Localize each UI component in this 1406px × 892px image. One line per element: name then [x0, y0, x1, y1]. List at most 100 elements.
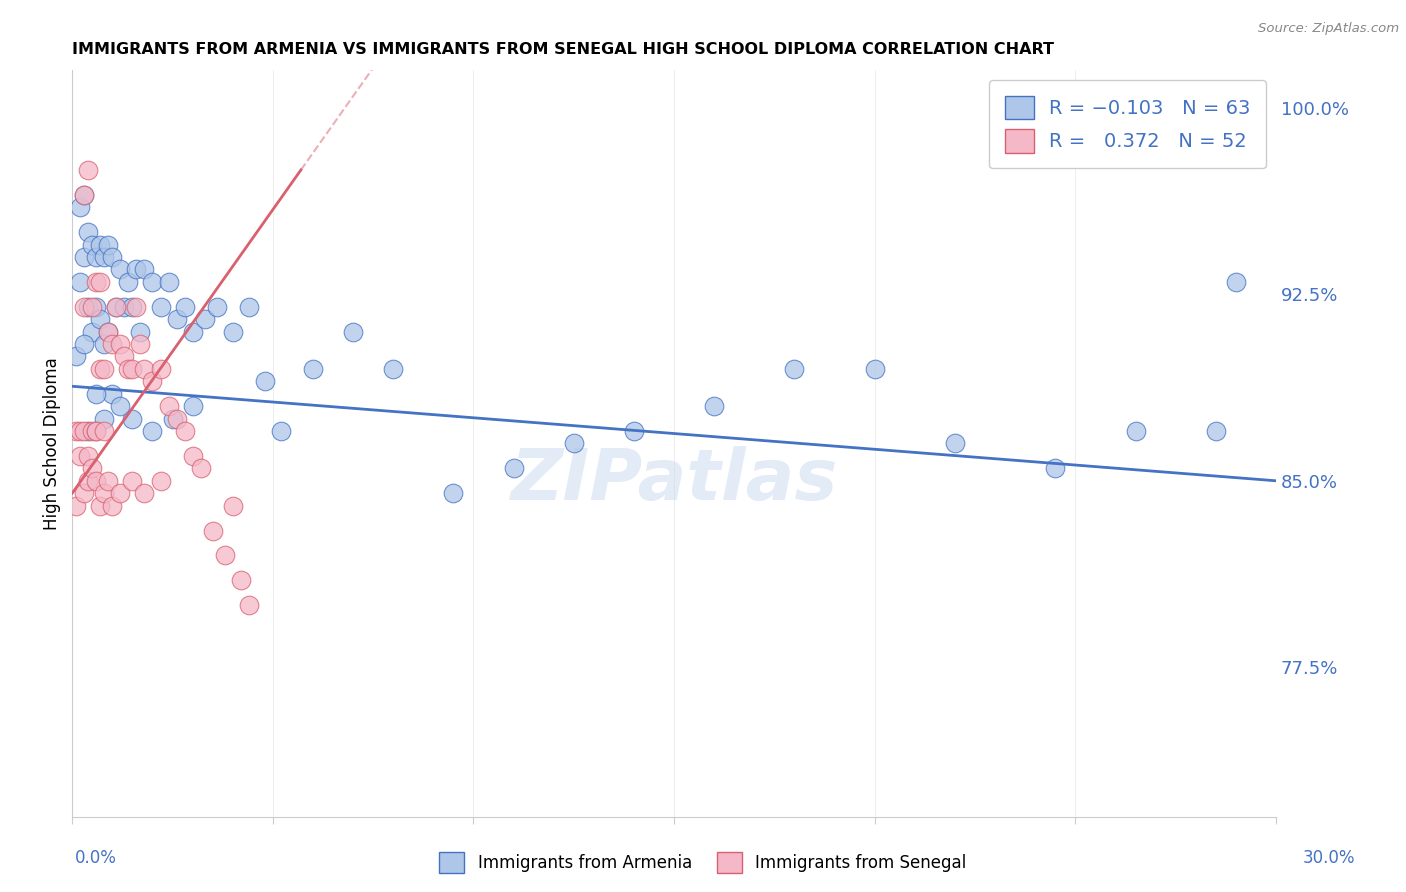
Point	[181, 325, 204, 339]
Point	[157, 275, 180, 289]
Point	[73, 250, 96, 264]
Text: 0.0%: 0.0%	[75, 849, 117, 867]
Point	[214, 549, 236, 563]
Point	[141, 275, 163, 289]
Point	[121, 474, 143, 488]
Point	[129, 325, 152, 339]
Point	[97, 325, 120, 339]
Point	[73, 187, 96, 202]
Point	[141, 424, 163, 438]
Point	[69, 449, 91, 463]
Legend: R = −0.103   N = 63, R =   0.372   N = 52: R = −0.103 N = 63, R = 0.372 N = 52	[988, 80, 1267, 169]
Point	[73, 337, 96, 351]
Point	[253, 374, 276, 388]
Point	[82, 424, 104, 438]
Point	[77, 162, 100, 177]
Point	[89, 312, 111, 326]
Point	[112, 350, 135, 364]
Point	[84, 386, 107, 401]
Point	[110, 337, 132, 351]
Y-axis label: High School Diploma: High School Diploma	[44, 357, 60, 530]
Point	[77, 424, 100, 438]
Point	[173, 424, 195, 438]
Point	[441, 486, 464, 500]
Point	[77, 449, 100, 463]
Point	[149, 474, 172, 488]
Point	[89, 499, 111, 513]
Point	[121, 362, 143, 376]
Point	[77, 474, 100, 488]
Point	[166, 312, 188, 326]
Point	[101, 250, 124, 264]
Point	[77, 225, 100, 239]
Point	[238, 598, 260, 612]
Point	[69, 424, 91, 438]
Point	[69, 275, 91, 289]
Point	[82, 237, 104, 252]
Point	[97, 237, 120, 252]
Point	[623, 424, 645, 438]
Point	[157, 399, 180, 413]
Point	[134, 262, 156, 277]
Point	[101, 386, 124, 401]
Point	[84, 424, 107, 438]
Point	[141, 374, 163, 388]
Point	[149, 300, 172, 314]
Point	[93, 250, 115, 264]
Point	[73, 424, 96, 438]
Point	[863, 362, 886, 376]
Point	[105, 300, 128, 314]
Point	[97, 325, 120, 339]
Point	[1205, 424, 1227, 438]
Point	[110, 399, 132, 413]
Text: IMMIGRANTS FROM ARMENIA VS IMMIGRANTS FROM SENEGAL HIGH SCHOOL DIPLOMA CORRELATI: IMMIGRANTS FROM ARMENIA VS IMMIGRANTS FR…	[72, 42, 1054, 57]
Point	[173, 300, 195, 314]
Point	[149, 362, 172, 376]
Point	[93, 337, 115, 351]
Point	[134, 362, 156, 376]
Text: 30.0%: 30.0%	[1302, 849, 1355, 867]
Point	[502, 461, 524, 475]
Point	[82, 325, 104, 339]
Legend: Immigrants from Armenia, Immigrants from Senegal: Immigrants from Armenia, Immigrants from…	[433, 846, 973, 880]
Point	[89, 362, 111, 376]
Point	[1225, 275, 1247, 289]
Point	[382, 362, 405, 376]
Point	[93, 424, 115, 438]
Point	[181, 399, 204, 413]
Point	[222, 325, 245, 339]
Point	[73, 187, 96, 202]
Point	[943, 436, 966, 450]
Point	[270, 424, 292, 438]
Point	[302, 362, 325, 376]
Point	[703, 399, 725, 413]
Point	[73, 300, 96, 314]
Point	[84, 474, 107, 488]
Point	[73, 486, 96, 500]
Point	[1045, 461, 1067, 475]
Point	[222, 499, 245, 513]
Point	[181, 449, 204, 463]
Point	[117, 362, 139, 376]
Point	[89, 275, 111, 289]
Point	[134, 486, 156, 500]
Point	[125, 262, 148, 277]
Point	[93, 411, 115, 425]
Point	[65, 350, 87, 364]
Point	[201, 524, 224, 538]
Point	[65, 499, 87, 513]
Point	[89, 237, 111, 252]
Point	[110, 486, 132, 500]
Point	[93, 486, 115, 500]
Point	[121, 300, 143, 314]
Point	[101, 337, 124, 351]
Point	[194, 312, 217, 326]
Point	[77, 300, 100, 314]
Point	[121, 411, 143, 425]
Point	[342, 325, 364, 339]
Point	[125, 300, 148, 314]
Point	[110, 262, 132, 277]
Point	[166, 411, 188, 425]
Point	[82, 300, 104, 314]
Point	[205, 300, 228, 314]
